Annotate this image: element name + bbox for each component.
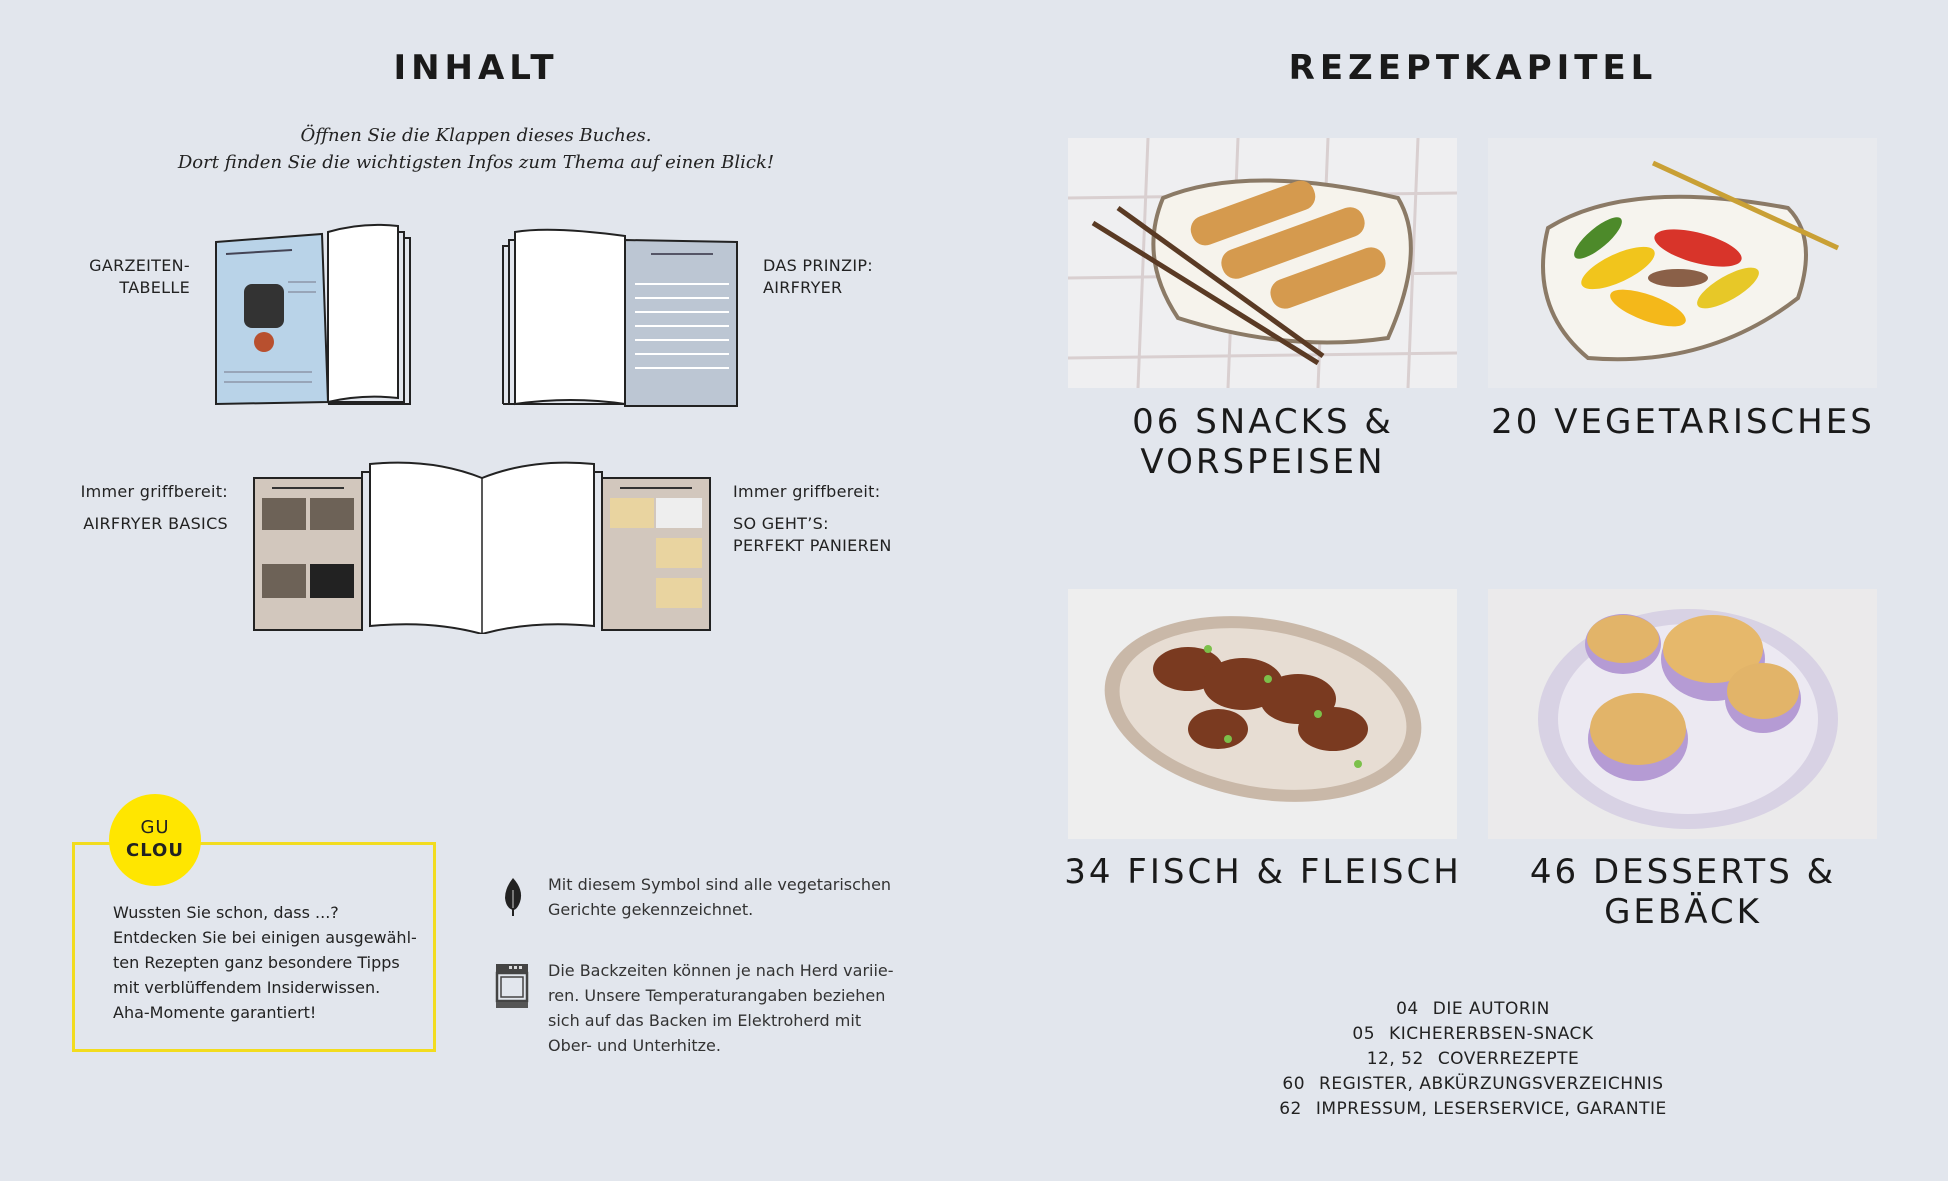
text-line: Entdecken Sie bei einigen ausgewähl- xyxy=(113,928,417,947)
toc-item[interactable]: 05 KICHERERBSEN-SNACK xyxy=(1180,1022,1766,1047)
oven-note: Die Backzeiten können je nach Herd varii… xyxy=(548,958,894,1058)
label-line: Immer griffbereit: xyxy=(80,482,228,501)
toc-label: IMPRESSUM, LESERSERVICE, GARANTIE xyxy=(1315,1099,1667,1119)
photo-desserts xyxy=(1488,589,1877,839)
toc-list: 04 DIE AUTORIN 05 KICHERERBSEN-SNACK 12, 5… xyxy=(1180,997,1766,1122)
note-line: Gerichte gekennzeichnet. xyxy=(548,900,754,919)
toc-item[interactable]: 12, 52 COVERREZEPTE xyxy=(1180,1047,1766,1072)
caption-line: 06 SNACKS & xyxy=(1132,402,1394,442)
text-line: ten Rezepten ganz besondere Tipps xyxy=(113,953,400,972)
intro-line: Öffnen Sie die Klappen dieses Buches. xyxy=(300,125,652,146)
label-line: PERFEKT PANIEREN xyxy=(733,536,892,555)
gu-clou-text: Wussten Sie schon, dass ...? Entdecken S… xyxy=(113,900,417,1025)
text-line: Wussten Sie schon, dass ...? xyxy=(113,903,339,922)
toc-page: 04 xyxy=(1396,999,1419,1019)
right-page-title: REZEPTKAPITEL xyxy=(1288,48,1658,88)
label-line: DAS PRINZIP: xyxy=(763,256,873,275)
chapter-snacks[interactable]: 06 SNACKS & VORSPEISEN xyxy=(1053,402,1473,482)
photo-snacks xyxy=(1068,138,1457,388)
badge-line: CLOU xyxy=(126,840,184,861)
label-line: Immer griffbereit: xyxy=(733,482,881,501)
toc-item[interactable]: 62 IMPRESSUM, LESERSERVICE, GARANTIE xyxy=(1180,1097,1766,1122)
photo-vegetarisches xyxy=(1488,138,1877,388)
chapter-fisch-fleisch[interactable]: 34 FISCH & FLEISCH xyxy=(1053,852,1473,892)
text-line: mit verblüffendem Insiderwissen. xyxy=(113,978,381,997)
toc-page: 62 xyxy=(1279,1099,1302,1119)
toc-page: 60 xyxy=(1282,1074,1306,1094)
flap-label-panieren: Immer griffbereit: SO GEHT’S: PERFEKT PA… xyxy=(733,481,933,557)
toc-item[interactable]: 04 DIE AUTORIN xyxy=(1180,997,1766,1022)
photo-fisch-fleisch xyxy=(1068,589,1457,839)
label-line: AIRFRYER BASICS xyxy=(83,514,228,533)
toc-page: 05 xyxy=(1352,1024,1376,1044)
toc-label: REGISTER, ABKÜRZUNGSVERZEICHNIS xyxy=(1319,1074,1664,1094)
oven-icon xyxy=(495,964,529,1008)
note-line: Ober- und Unterhitze. xyxy=(548,1036,721,1055)
note-line: Mit diesem Symbol sind alle vegetarische… xyxy=(548,875,892,894)
book-illustration-double-flap xyxy=(253,461,711,634)
caption-line: 46 DESSERTS & xyxy=(1529,852,1837,892)
note-line: Die Backzeiten können je nach Herd varii… xyxy=(548,961,894,980)
toc-item[interactable]: 60 REGISTER, ABKÜRZUNGSVERZEICHNIS xyxy=(1180,1072,1766,1097)
toc-label: DIE AUTORIN xyxy=(1432,999,1550,1019)
intro-text: Öffnen Sie die Klappen dieses Buches. Do… xyxy=(126,122,826,176)
caption-line: VORSPEISEN xyxy=(1140,442,1386,482)
left-page-title: INHALT xyxy=(393,48,559,88)
chapter-desserts[interactable]: 46 DESSERTS & GEBÄCK xyxy=(1473,852,1893,932)
label-line: SO GEHT’S: xyxy=(733,514,829,533)
label-line: TABELLE xyxy=(119,278,190,297)
caption-line: 20 VEGETARISCHES xyxy=(1491,402,1875,442)
label-line: GARZEITEN- xyxy=(89,256,190,275)
badge-line: GU xyxy=(140,817,170,838)
book-illustration-right-flap xyxy=(502,228,738,407)
note-line: sich auf das Backen im Elektroherd mit xyxy=(548,1011,862,1030)
flap-label-prinzip: DAS PRINZIP: AIRFRYER xyxy=(763,255,923,299)
note-line: ren. Unsere Temperaturangaben beziehen xyxy=(548,986,886,1005)
book-illustration-left-flap xyxy=(215,223,411,406)
toc-page: 12, 52 xyxy=(1366,1049,1424,1069)
intro-line: Dort finden Sie die wichtigsten Infos zu… xyxy=(177,152,775,173)
flap-label-basics: Immer griffbereit: AIRFRYER BASICS xyxy=(40,481,228,535)
toc-label: KICHERERBSEN-SNACK xyxy=(1389,1024,1594,1044)
caption-line: 34 FISCH & FLEISCH xyxy=(1064,852,1462,892)
gu-clou-badge: GU CLOU xyxy=(109,794,201,886)
flap-label-garzeiten: GARZEITEN- TABELLE xyxy=(40,255,190,299)
chapter-vegetarisches[interactable]: 20 VEGETARISCHES xyxy=(1473,402,1893,442)
gu-clou-box xyxy=(72,842,436,1052)
caption-line: GEBÄCK xyxy=(1604,892,1762,932)
toc-label: COVERREZEPTE xyxy=(1437,1049,1580,1069)
label-line: AIRFRYER xyxy=(763,278,843,297)
leaf-icon xyxy=(505,878,522,916)
vegetarian-note: Mit diesem Symbol sind alle vegetarische… xyxy=(548,872,891,922)
text-line: Aha-Momente garantiert! xyxy=(113,1003,317,1022)
